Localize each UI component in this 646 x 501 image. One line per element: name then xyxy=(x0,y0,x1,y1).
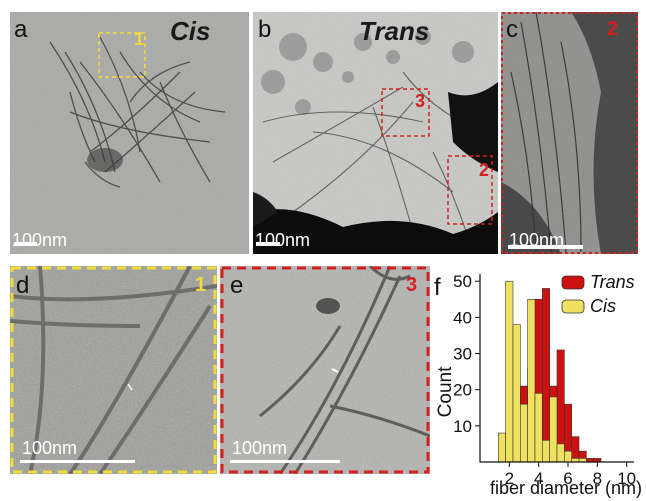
y-tick-label: 30 xyxy=(453,345,472,364)
fiber-diameter-histogram: 10 20 30 40 50 2 4 6 8 10 Count fiber diameter (n… xyxy=(435,272,642,498)
y-axis-label: Count xyxy=(435,366,456,417)
panel-d-letter: d xyxy=(16,272,30,299)
y-tick-label: 10 xyxy=(453,417,472,436)
panel-b-roi-2-number: 2 xyxy=(479,160,490,180)
panel-b-scale-bar xyxy=(256,242,280,246)
y-tick-label: 50 xyxy=(453,272,472,291)
panel-b-image xyxy=(253,12,498,254)
x-tick-label: 10 xyxy=(617,469,636,488)
panel-c-scale-label: 100nm xyxy=(509,230,565,250)
legend: Trans Cis xyxy=(561,272,635,316)
panel-b-title: Trans xyxy=(359,16,430,46)
panel-c-image xyxy=(501,12,638,254)
panel-a-letter: a xyxy=(14,16,28,43)
y-tick-label: 40 xyxy=(453,308,472,327)
panel-e-scale-bar xyxy=(230,460,340,463)
panel-d-zoom-roi-1: d 1 100nm xyxy=(10,266,217,474)
bar-cis-2 xyxy=(505,280,514,463)
x-tick-label: 8 xyxy=(593,469,602,488)
panel-d-roi-number: 1 xyxy=(195,274,207,296)
panel-e-image xyxy=(220,266,430,474)
bar-cis-1.5 xyxy=(498,432,506,463)
bar-cis-6 xyxy=(564,450,572,463)
legend-label-trans: Trans xyxy=(590,272,635,292)
panel-b-roi-3-box xyxy=(381,88,430,137)
x-tick-label: 6 xyxy=(563,469,572,488)
panel-b-roi-3-number: 3 xyxy=(415,91,426,111)
panel-d-border xyxy=(10,266,217,474)
panel-e-letter: e xyxy=(230,272,244,299)
panel-e-zoom-roi-3: e 3 100nm xyxy=(220,266,430,474)
panel-c-roi-number: 2 xyxy=(607,18,619,40)
panel-a-scale-label: 100nm xyxy=(12,230,68,250)
y-tick-label: 20 xyxy=(453,381,472,400)
bar-trans-4.5 xyxy=(542,288,550,463)
panel-c-scale-bar xyxy=(508,245,583,249)
panel-a-scale-bar xyxy=(14,242,37,246)
panel-e-scale-label: 100nm xyxy=(232,438,288,458)
bar-cis-2.5 xyxy=(512,324,521,463)
panel-b-roi-2-box xyxy=(447,155,493,225)
bar-cis-3.5 xyxy=(527,299,536,463)
panel-d-scale-label: 100nm xyxy=(22,438,78,458)
panel-c-zoom-roi-2: c 2 100nm xyxy=(501,12,638,254)
legend-label-cis: Cis xyxy=(590,296,616,316)
panel-b-letter: b xyxy=(258,16,272,43)
panel-e-border xyxy=(220,266,430,474)
x-tick-label: 2 xyxy=(505,469,514,488)
x-tick-label: 4 xyxy=(534,469,543,488)
x-axis-label: fiber diameter (nm) xyxy=(490,478,642,498)
bar-cis-5 xyxy=(549,396,558,463)
bar-cis-4 xyxy=(534,393,543,463)
legend-swatch-trans xyxy=(561,275,585,290)
axes-frame xyxy=(479,274,634,463)
legend-swatch-cis xyxy=(561,299,585,314)
panel-a-cis-micrograph: a Cis 1 100nm xyxy=(10,12,249,254)
bar-cis-4.5 xyxy=(542,440,550,463)
panel-a-roi-number: 1 xyxy=(134,29,145,49)
panel-d-image xyxy=(10,266,217,474)
panel-e-roi-number: 3 xyxy=(406,274,418,296)
panel-b-scale-label: 100nm xyxy=(255,230,311,250)
panel-a-title: Cis xyxy=(170,16,211,46)
bar-cis-5.5 xyxy=(556,443,565,463)
panel-c-border xyxy=(501,12,638,254)
panel-c-letter: c xyxy=(506,16,518,43)
panel-a-image xyxy=(10,12,249,254)
bar-cis-3 xyxy=(520,403,528,463)
panel-f-letter: f xyxy=(434,274,441,301)
panel-d-scale-bar xyxy=(20,460,135,463)
panel-a-roi-box xyxy=(98,32,146,78)
panel-b-trans-micrograph: b Trans 3 2 100nm xyxy=(253,12,498,254)
